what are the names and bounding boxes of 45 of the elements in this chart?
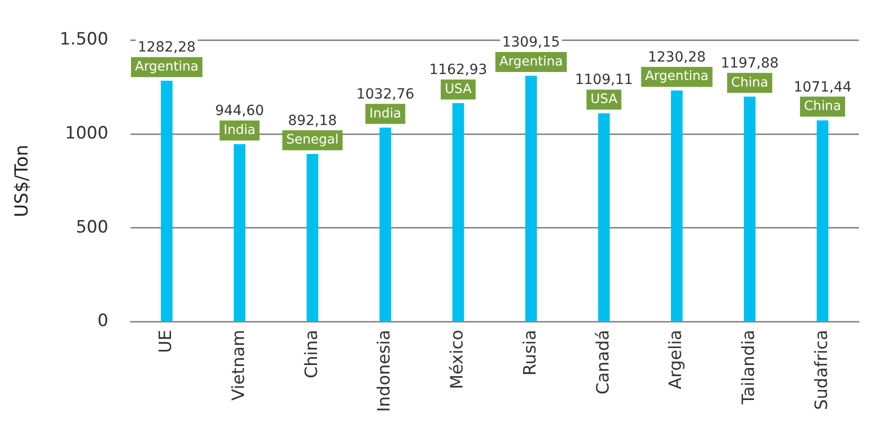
bar	[452, 103, 464, 322]
x-tick-label: Sudafrica	[812, 330, 832, 410]
bar	[306, 154, 318, 322]
data-label: 944,60	[215, 103, 264, 120]
data-label: 1071,44	[794, 79, 852, 96]
x-tick-label: Rusia	[520, 330, 540, 376]
bar	[160, 80, 173, 322]
annotation: USA	[590, 92, 618, 107]
x-tick-label: China	[302, 330, 322, 378]
bar	[379, 128, 392, 322]
x-tick-label: UE	[156, 330, 176, 353]
bar	[670, 90, 683, 322]
data-label: 1162,93	[429, 62, 488, 78]
x-tick-label: Vietnam	[229, 330, 249, 401]
y-axis-title: US$/Ton	[11, 144, 32, 218]
y-tick-label: 1000	[65, 123, 108, 144]
data-label: 1197,88	[720, 56, 779, 72]
data-label: 1282,28	[138, 40, 196, 56]
data-label: 892,18	[288, 112, 337, 129]
bar	[525, 76, 537, 322]
annotation: India	[369, 106, 402, 122]
annotation: Argentina	[134, 59, 198, 74]
annotation: Senegal	[286, 132, 339, 148]
data-label: 1309,15	[502, 34, 560, 51]
x-tick-label: Tailandia	[739, 330, 760, 406]
annotation: China	[731, 75, 768, 90]
x-tick-label: México	[448, 330, 468, 390]
data-label: 1032,76	[356, 86, 414, 103]
x-tick-label: Indonesia	[374, 330, 395, 412]
y-tick-label: 0	[97, 311, 108, 332]
annotation: China	[804, 99, 842, 114]
bar	[234, 144, 246, 322]
annotation: USA	[444, 82, 472, 97]
x-tick-label: Canadá	[593, 330, 614, 394]
annotation: Argentina	[645, 69, 709, 84]
data-label: 1109,11	[574, 72, 633, 88]
x-tick-label: Argelia	[666, 330, 686, 390]
data-label: 1230,28	[648, 49, 706, 66]
y-tick-label: 500	[76, 217, 108, 238]
annotation: Argentina	[499, 54, 563, 70]
bar	[598, 113, 610, 322]
bar	[816, 120, 828, 322]
y-tick-label: 1.500	[60, 30, 108, 50]
annotation: India	[224, 122, 256, 138]
bar	[744, 96, 756, 322]
